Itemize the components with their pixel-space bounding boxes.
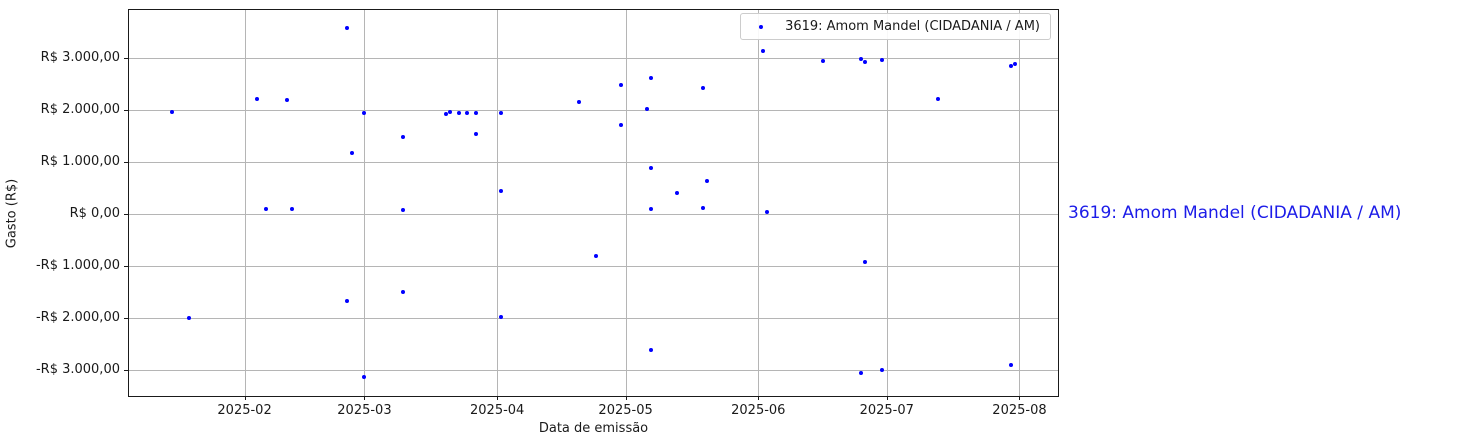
data-point xyxy=(820,58,825,63)
series-side-label: 3619: Amom Mandel (CIDADANIA / AM) xyxy=(1068,203,1402,223)
legend-marker-dot xyxy=(759,24,764,29)
data-point xyxy=(465,110,470,115)
data-point xyxy=(263,207,268,212)
data-point xyxy=(704,179,709,184)
y-tick-label: R$ 3.000,00 xyxy=(40,50,120,66)
y-gridline xyxy=(129,58,1058,60)
data-point xyxy=(700,206,705,211)
data-point xyxy=(760,49,765,54)
data-point xyxy=(345,25,350,30)
x-tick-mark xyxy=(1019,396,1021,400)
x-axis-label: Data de emissão xyxy=(538,421,649,436)
y-gridline xyxy=(129,266,1058,268)
data-point xyxy=(1008,362,1013,367)
data-point xyxy=(443,111,448,116)
x-gridline xyxy=(364,10,366,396)
data-point xyxy=(859,56,864,61)
x-tick-label: 2025-05 xyxy=(598,403,653,418)
y-tick-mark xyxy=(124,58,128,60)
data-point xyxy=(473,110,478,115)
x-tick-mark xyxy=(364,396,366,400)
x-gridline xyxy=(758,10,760,396)
data-point xyxy=(499,315,504,320)
data-point xyxy=(499,110,504,115)
data-point xyxy=(576,99,581,104)
y-tick-label: R$ 0,00 xyxy=(69,206,120,222)
x-gridline xyxy=(886,10,888,396)
data-point xyxy=(400,290,405,295)
x-tick-label: 2025-04 xyxy=(470,403,525,418)
x-tick-mark xyxy=(497,396,499,400)
data-point xyxy=(936,97,941,102)
legend-label: 3619: Amom Mandel (CIDADANIA / AM) xyxy=(785,19,1040,34)
x-gridline xyxy=(625,10,627,396)
y-tick-label: R$ 2.000,00 xyxy=(40,102,120,118)
data-point xyxy=(169,110,174,115)
data-point xyxy=(880,58,885,63)
x-tick-label: 2025-08 xyxy=(992,403,1047,418)
data-point xyxy=(345,298,350,303)
y-tick-mark xyxy=(124,162,128,164)
plot-area: 3619: Amom Mandel (CIDADANIA / AM) xyxy=(128,9,1059,397)
y-tick-mark xyxy=(124,318,128,320)
data-point xyxy=(448,110,453,115)
data-point xyxy=(255,96,260,101)
x-tick-mark xyxy=(625,396,627,400)
y-tick-mark xyxy=(124,266,128,268)
y-tick-mark xyxy=(124,214,128,216)
data-point xyxy=(619,123,624,128)
data-point xyxy=(186,316,191,321)
legend: 3619: Amom Mandel (CIDADANIA / AM) xyxy=(740,13,1051,40)
data-point xyxy=(674,191,679,196)
data-point xyxy=(863,260,868,265)
x-gridline xyxy=(497,10,499,396)
data-point xyxy=(456,110,461,115)
x-tick-mark xyxy=(244,396,246,400)
data-point xyxy=(1013,62,1018,67)
data-point xyxy=(362,375,367,380)
y-tick-label: R$ 1.000,00 xyxy=(40,154,120,170)
y-gridline xyxy=(129,214,1058,216)
y-tick-mark xyxy=(124,110,128,112)
data-point xyxy=(859,370,864,375)
data-point xyxy=(400,208,405,213)
x-gridline xyxy=(1019,10,1021,396)
x-tick-label: 2025-07 xyxy=(859,403,914,418)
data-point xyxy=(880,368,885,373)
data-point xyxy=(700,85,705,90)
data-point xyxy=(863,59,868,64)
data-point xyxy=(285,98,290,103)
legend-marker-box xyxy=(750,24,772,29)
data-point xyxy=(649,76,654,81)
data-point xyxy=(289,207,294,212)
data-point xyxy=(649,206,654,211)
x-tick-label: 2025-03 xyxy=(337,403,392,418)
data-point xyxy=(349,150,354,155)
x-tick-mark xyxy=(758,396,760,400)
x-tick-label: 2025-02 xyxy=(217,403,272,418)
data-point xyxy=(362,110,367,115)
x-tick-label: 2025-06 xyxy=(731,403,786,418)
y-tick-label: -R$ 3.000,00 xyxy=(35,362,120,378)
data-point xyxy=(593,253,598,258)
data-point xyxy=(1008,64,1013,69)
data-point xyxy=(400,135,405,140)
x-gridline xyxy=(244,10,246,396)
data-point xyxy=(649,348,654,353)
y-tick-mark xyxy=(124,370,128,372)
y-gridline xyxy=(129,110,1058,112)
data-point xyxy=(645,107,649,112)
data-point xyxy=(499,189,504,194)
y-gridline xyxy=(129,318,1058,320)
y-gridline xyxy=(129,162,1058,164)
data-point xyxy=(764,209,769,214)
y-tick-label: -R$ 2.000,00 xyxy=(35,310,120,326)
data-point xyxy=(619,83,624,88)
y-tick-label: -R$ 1.000,00 xyxy=(35,258,120,274)
x-tick-mark xyxy=(886,396,888,400)
data-point xyxy=(473,132,478,137)
y-gridline xyxy=(129,370,1058,372)
data-point xyxy=(649,166,654,171)
